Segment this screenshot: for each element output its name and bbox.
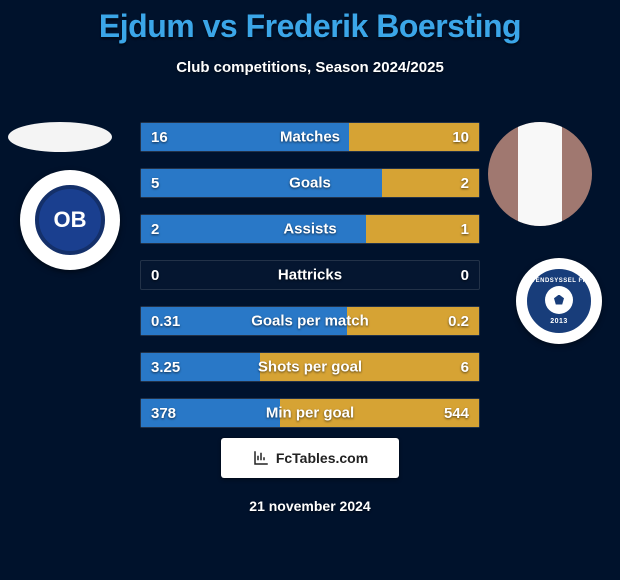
stat-row: 1610Matches: [140, 122, 480, 152]
stat-label: Goals per match: [141, 313, 479, 330]
stat-row: 52Goals: [140, 168, 480, 198]
stat-row: 00Hattricks: [140, 260, 480, 290]
stat-row: 378544Min per goal: [140, 398, 480, 428]
date-label: 21 november 2024: [0, 498, 620, 514]
stat-label: Assists: [141, 221, 479, 238]
footer-text: FcTables.com: [276, 450, 368, 466]
stat-row: 3.256Shots per goal: [140, 352, 480, 382]
stats-chart: 1610Matches 52Goals 21Assists 00Hattricks 0.…: [140, 122, 480, 444]
chart-icon: [252, 449, 270, 467]
stat-label: Min per goal: [141, 405, 479, 422]
stat-row: 0.310.2Goals per match: [140, 306, 480, 336]
club-right-badge-top: VENDSYSSEL FF: [531, 278, 587, 284]
stat-label: Shots per goal: [141, 359, 479, 376]
stat-label: Matches: [141, 129, 479, 146]
player-right-avatar: [488, 122, 592, 226]
club-left-badge: OB: [20, 170, 120, 270]
soccer-ball-icon: [545, 286, 573, 314]
stat-label: Hattricks: [141, 267, 479, 284]
club-right-badge-year: 2013: [550, 318, 568, 325]
player-left-avatar: [8, 122, 112, 152]
club-right-badge: VENDSYSSEL FF 2013: [516, 258, 602, 344]
stat-label: Goals: [141, 175, 479, 192]
season-subtitle: Club competitions, Season 2024/2025: [0, 59, 620, 76]
stat-row: 21Assists: [140, 214, 480, 244]
page-title: Ejdum vs Frederik Boersting: [0, 0, 620, 45]
club-left-badge-text: OB: [35, 185, 105, 255]
footer-attribution[interactable]: FcTables.com: [221, 438, 399, 478]
